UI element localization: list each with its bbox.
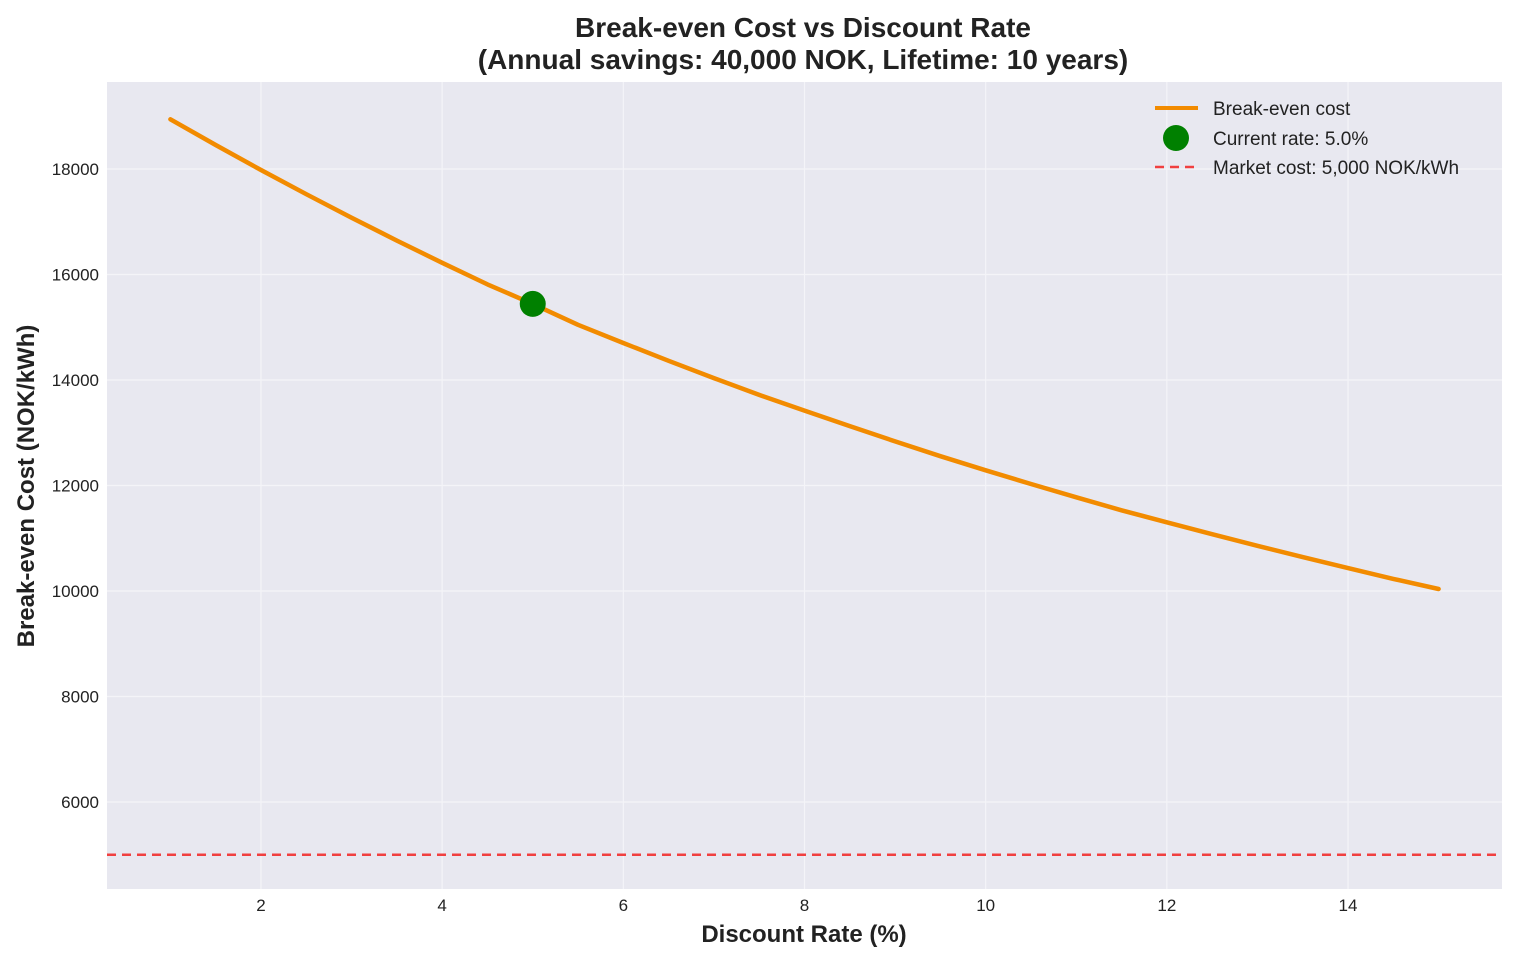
- x-tick-label: 12: [1157, 896, 1176, 915]
- x-tick-label: 10: [976, 896, 995, 915]
- x-tick-label: 14: [1339, 896, 1358, 915]
- y-tick-label: 12000: [52, 477, 99, 496]
- x-tick-label: 8: [800, 896, 809, 915]
- y-tick-label: 14000: [52, 371, 99, 390]
- x-axis-label: Discount Rate (%): [701, 921, 906, 948]
- current-rate-point: [519, 290, 546, 317]
- y-tick-label: 18000: [52, 160, 99, 179]
- x-tick-label: 6: [619, 896, 628, 915]
- y-axis-label: Break-even Cost (NOK/kWh): [13, 325, 40, 648]
- x-axis-ticks: 2 4 6 8 10 12 14: [256, 896, 1357, 915]
- legend-label-current-rate: Current rate: 5.0%: [1213, 129, 1368, 150]
- y-tick-label: 6000: [61, 793, 99, 812]
- y-tick-label: 10000: [52, 582, 99, 601]
- series-layer: [107, 117, 1502, 856]
- x-tick-label: 4: [437, 896, 446, 915]
- y-tick-label: 16000: [52, 266, 99, 285]
- y-tick-label: 8000: [61, 687, 99, 706]
- x-tick-label: 2: [256, 896, 265, 915]
- legend-point-swatch: [1163, 125, 1189, 151]
- chart-title-line-1: Break-even Cost vs Discount Rate: [575, 12, 1031, 43]
- chart-title-line-2: (Annual savings: 40,000 NOK, Lifetime: 1…: [478, 44, 1128, 75]
- legend-label-break-even: Break-even cost: [1213, 99, 1351, 120]
- legend-label-market-cost: Market cost: 5,000 NOK/kWh: [1213, 158, 1459, 179]
- y-axis-ticks: 6000 8000 10000 12000 14000 16000 18000: [52, 160, 99, 812]
- grid: [107, 82, 1502, 889]
- break-even-cost-line: [168, 117, 1441, 592]
- legend: Break-even cost Current rate: 5.0% Marke…: [1155, 99, 1459, 179]
